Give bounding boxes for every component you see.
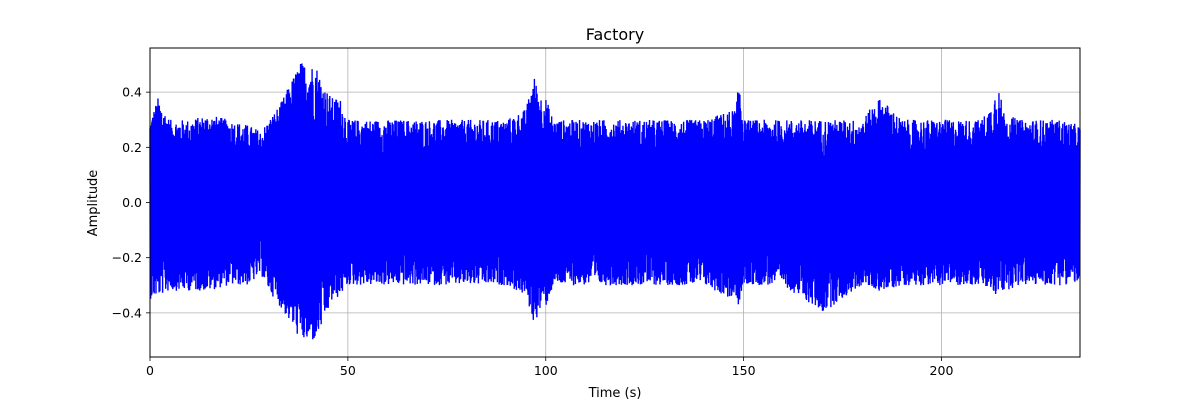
y-tick-label: −0.4	[112, 305, 142, 320]
x-tick-label: 50	[340, 363, 356, 378]
signal-series	[149, 63, 1081, 340]
y-tick-label: 0.4	[122, 85, 142, 100]
y-tick-label: 0.0	[122, 195, 142, 210]
x-axis-ticks: 0 50 100 150 200	[146, 357, 953, 378]
chart-title: Factory	[586, 25, 644, 44]
x-tick-label: 100	[534, 363, 558, 378]
x-tick-label: 150	[732, 363, 756, 378]
x-tick-label: 0	[146, 363, 154, 378]
signal-line	[149, 63, 1081, 340]
y-axis-label: Amplitude	[86, 170, 101, 237]
y-tick-label: 0.2	[122, 140, 142, 155]
y-axis-ticks: −0.4 −0.2 0.0 0.2 0.4	[112, 85, 150, 320]
x-tick-label: 200	[930, 363, 954, 378]
y-tick-label: −0.2	[112, 250, 142, 265]
x-axis-label: Time (s)	[588, 386, 642, 400]
